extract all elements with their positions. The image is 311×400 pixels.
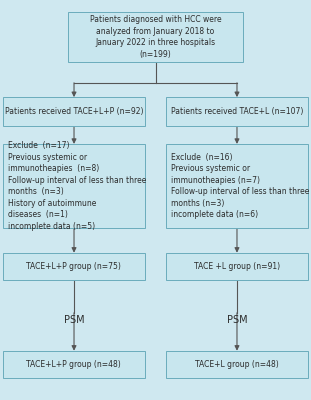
FancyBboxPatch shape [166, 351, 308, 378]
Text: TACE +L group (n=91): TACE +L group (n=91) [194, 262, 280, 271]
FancyBboxPatch shape [3, 97, 145, 126]
Text: TACE+L group (n=48): TACE+L group (n=48) [195, 360, 279, 369]
Text: PSM: PSM [64, 315, 84, 325]
Text: Patients received TACE+L (n=107): Patients received TACE+L (n=107) [171, 107, 303, 116]
Text: TACE+L+P group (n=75): TACE+L+P group (n=75) [26, 262, 121, 271]
Text: TACE+L+P group (n=48): TACE+L+P group (n=48) [26, 360, 121, 369]
Text: Patients diagnosed with HCC were
analyzed from January 2018 to
January 2022 in t: Patients diagnosed with HCC were analyze… [90, 15, 221, 59]
Text: Patients received TACE+L+P (n=92): Patients received TACE+L+P (n=92) [5, 107, 143, 116]
FancyBboxPatch shape [68, 12, 243, 62]
FancyBboxPatch shape [3, 144, 145, 228]
FancyBboxPatch shape [3, 253, 145, 280]
FancyBboxPatch shape [166, 253, 308, 280]
FancyBboxPatch shape [166, 144, 308, 228]
Text: Exclude  (n=17)
Previous systemic or
immunotheapies  (n=8)
Follow-up interval of: Exclude (n=17) Previous systemic or immu… [8, 142, 146, 230]
FancyBboxPatch shape [3, 351, 145, 378]
Text: PSM: PSM [227, 315, 247, 325]
Text: Exclude  (n=16)
Previous systemic or
immunotheapies (n=7)
Follow-up interval of : Exclude (n=16) Previous systemic or immu… [171, 153, 309, 219]
FancyBboxPatch shape [166, 97, 308, 126]
